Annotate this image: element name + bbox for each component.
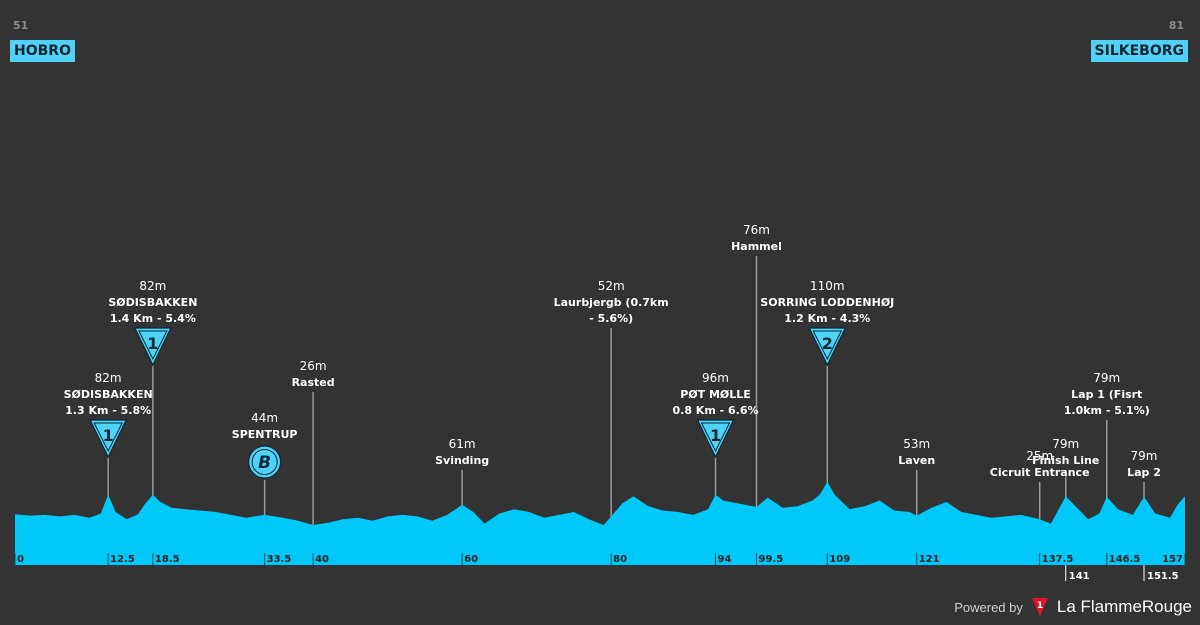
- poi-name-label: Cicruit Entrance: [990, 466, 1090, 479]
- logo-glyph: 1: [1037, 601, 1043, 611]
- poi-name-label: Finish Line: [1032, 454, 1099, 467]
- poi-elevation-label: 79m: [1131, 449, 1158, 463]
- tick-label: 40: [315, 554, 329, 565]
- brand-name: La FlammeRouge: [1056, 597, 1192, 616]
- poi-elevation-label: 110m: [810, 279, 845, 293]
- start-elevation: 51: [13, 19, 29, 32]
- poi-elevation-label: 76m: [743, 223, 770, 237]
- poi-elevation-label: 61m: [449, 437, 476, 451]
- tick-label: 137.5: [1042, 554, 1074, 565]
- flamme-rouge-logo-icon: 1: [1031, 598, 1048, 616]
- kom-triangle-inner: [700, 422, 731, 453]
- finish-city-label: SILKEBORG: [1090, 40, 1188, 62]
- tick-label: 60: [464, 554, 478, 565]
- poi-name-label: Lap 1 (Fisrt: [1071, 388, 1142, 401]
- poi-elevation-label: 79m: [1093, 371, 1120, 385]
- tick-label: 109: [829, 554, 850, 565]
- start-city-label: HOBRO: [10, 40, 75, 62]
- kom-triangle-icon: [696, 419, 735, 459]
- poi-elevation-label: 82m: [95, 371, 122, 385]
- poi-name-label: Laurbjergb (0.7km: [554, 296, 669, 309]
- poi-elevation-label: 82m: [139, 279, 166, 293]
- poi-elevation-label: 53m: [903, 437, 930, 451]
- poi-name-label: SØDISBAKKEN: [64, 388, 153, 401]
- tick-label: 141: [1069, 571, 1090, 582]
- bonus-circle-inner: [251, 449, 278, 475]
- kom-category-badge: 1: [133, 327, 172, 367]
- kom-category-badge: 1: [89, 419, 128, 459]
- poi-name-label: Laven: [898, 454, 935, 467]
- poi-name-label: SPENTRUP: [232, 428, 298, 441]
- kom-category-text: 2: [822, 334, 833, 353]
- poi-name-label: SØDISBAKKEN: [108, 296, 197, 309]
- poi-name-label: Svinding: [435, 454, 489, 467]
- tick-label: 151.5: [1147, 571, 1179, 582]
- kom-triangle-icon: [133, 327, 172, 367]
- poi-name-label: PØT MØLLE: [680, 388, 751, 401]
- tick-label: 18.5: [155, 554, 180, 565]
- kom-triangle-inner: [138, 330, 168, 361]
- bonus-circle-icon: [248, 445, 282, 479]
- powered-by-footer: Powered by 1 La FlammeRouge: [954, 597, 1192, 617]
- bonus-sprint-text: B: [258, 453, 271, 473]
- tick-label: 157: [1162, 554, 1183, 565]
- poi-elevation-label: 52m: [598, 279, 625, 293]
- poi-name-label: Lap 2: [1127, 466, 1161, 479]
- poi-detail-label: 0.8 Km - 6.6%: [672, 404, 758, 417]
- kom-triangle-inner: [812, 330, 843, 361]
- poi-elevation-label: 44m: [251, 411, 278, 425]
- poi-elevation-label: 96m: [702, 371, 729, 385]
- poi-detail-label: - 5.6%): [589, 312, 633, 325]
- tick-label: 94: [718, 554, 732, 565]
- tick-label: 12.5: [110, 554, 135, 565]
- poi-labels: 82m SØDISBAKKEN 1.3 Km - 5.8% 1 82m SØDISBAKK…: [64, 223, 1161, 479]
- poi-detail-label: 1.4 Km - 5.4%: [110, 312, 196, 325]
- tick-label: 80: [613, 554, 627, 565]
- kom-triangle-inner: [93, 422, 123, 453]
- kom-triangle-icon: [808, 327, 847, 367]
- kom-triangle-icon: [89, 419, 128, 459]
- tick-label: 146.5: [1109, 554, 1141, 565]
- poi-detail-label: 1.0km - 5.1%): [1064, 404, 1150, 417]
- poi-name-label: Hammel: [731, 240, 782, 253]
- powered-by-text: Powered by: [954, 599, 1023, 615]
- tick-label: 99.5: [758, 554, 783, 565]
- poi-detail-label: 1.2 Km - 4.3%: [784, 312, 870, 325]
- tick-label: 0: [17, 554, 24, 565]
- kom-category-badge: 2: [808, 327, 847, 367]
- tick-label: 121: [919, 554, 940, 565]
- tick-label: 33.5: [267, 554, 292, 565]
- poi-detail-label: 1.3 Km - 5.8%: [65, 404, 151, 417]
- elevation-profile-area: [15, 481, 1185, 565]
- poi-elevation-label: 79m: [1052, 437, 1079, 451]
- poi-elevation-label: 25m: [1026, 449, 1053, 463]
- stage-profile-chart: 0 12.5 18.5 33.5 40 60 80 94 99.5 109 121 137.51411…: [14, 223, 1186, 582]
- kom-category-badge: 1: [696, 419, 735, 459]
- poi-elevation-label: 26m: [300, 359, 327, 373]
- kom-category-text: 1: [103, 426, 114, 445]
- distance-ticks: 0 12.5 18.5 33.5 40 60 80 94 99.5 109 121 137.5 141 1…: [14, 553, 1186, 582]
- poi-name-label: SORRING LODDENHØJ: [760, 296, 894, 309]
- kom-category-text: 1: [710, 426, 721, 445]
- poi-name-label: Rasted: [292, 376, 335, 389]
- bonus-sprint-badge: B: [248, 445, 282, 479]
- finish-elevation: 81: [1168, 19, 1184, 32]
- kom-category-text: 1: [147, 334, 158, 353]
